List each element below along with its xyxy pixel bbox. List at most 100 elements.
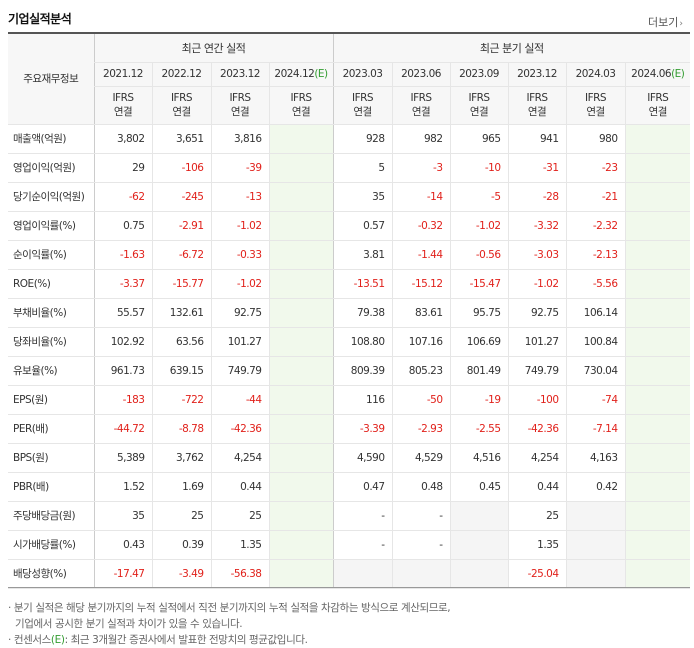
accounting-standard: IFRS 연결 <box>210 86 269 125</box>
value-cell: - <box>332 500 393 531</box>
value-cell: 5 <box>332 153 393 183</box>
value-cell: -183 <box>93 384 152 415</box>
table-row: 주당배당금(원) 35 25 25- -25 <box>8 500 691 531</box>
value-cell <box>624 530 691 560</box>
value-cell: 4,163 <box>565 443 626 473</box>
value-cell <box>268 240 334 270</box>
accounting-standard: IFRS 연결 <box>624 86 691 125</box>
value-cell: 132.61 <box>151 297 211 328</box>
table-row: 시가배당률(%) 0.43 0.39 1.35- -1.35 <box>8 530 691 560</box>
value-cell: -0.32 <box>391 210 451 241</box>
value-cell <box>268 530 334 560</box>
value-cell: -14 <box>391 182 451 212</box>
value-cell: -2.13 <box>565 240 626 270</box>
table-top-border <box>8 32 690 34</box>
period-header: 2023.12 <box>210 62 269 87</box>
table-row: 매출액(억원) 3,802 3,651 3,816 928 982 965 941 980 <box>8 123 691 154</box>
value-cell: -23 <box>565 153 626 183</box>
financial-summary-table: 주요재무정보 최근 연간 실적 최근 분기 실적 2021.12 2022.12 2… <box>8 34 691 589</box>
value-cell <box>565 530 626 560</box>
value-cell <box>624 210 691 241</box>
value-cell: -2.91 <box>151 210 211 241</box>
period-header: 2022.12 <box>151 62 211 87</box>
row-label: 매출액(억원) <box>8 123 95 154</box>
period-header: 2023.09 <box>449 62 509 87</box>
row-header-label: 주요재무정보 <box>8 34 94 125</box>
value-cell <box>565 500 626 531</box>
row-label: PBR(배) <box>8 472 95 502</box>
value-cell: -5.56 <box>565 269 626 299</box>
table-row: BPS(원) 5,389 3,762 4,254 4,590 4,529 4,516 4,25… <box>8 443 691 473</box>
value-cell: 805.23 <box>391 356 451 386</box>
value-cell: - <box>332 530 393 560</box>
value-cell: -31 <box>507 153 567 183</box>
value-cell: 749.79 <box>210 356 269 386</box>
value-cell <box>624 559 691 589</box>
value-cell <box>268 414 334 444</box>
value-cell: 0.44 <box>210 472 269 502</box>
value-cell <box>624 384 691 415</box>
value-cell: -6.72 <box>151 240 211 270</box>
value-cell: - <box>391 530 451 560</box>
row-label: BPS(원) <box>8 443 95 473</box>
more-label[interactable]: 더보기 <box>648 16 679 29</box>
value-cell <box>268 269 334 299</box>
value-cell: 63.56 <box>151 327 211 357</box>
value-cell: -19 <box>449 384 509 415</box>
value-cell: -106 <box>151 153 211 183</box>
value-cell: 106.14 <box>565 297 626 328</box>
value-cell: -0.33 <box>210 240 269 270</box>
value-cell: -62 <box>93 182 152 212</box>
row-label: 영업이익률(%) <box>8 210 95 241</box>
row-label: 당좌비율(%) <box>8 327 95 357</box>
value-cell: 980 <box>565 123 626 154</box>
period-header: 2021.12 <box>93 62 152 87</box>
value-cell: 35 <box>332 182 393 212</box>
value-cell: 809.39 <box>332 356 393 386</box>
value-cell: -722 <box>151 384 211 415</box>
value-cell: 928 <box>332 123 393 154</box>
value-cell: 941 <box>507 123 567 154</box>
value-cell <box>268 384 334 415</box>
value-cell: 116 <box>332 384 393 415</box>
more-link[interactable]: 더보기› <box>648 14 683 30</box>
row-label: EPS(원) <box>8 384 95 415</box>
value-cell: -3.39 <box>332 414 393 444</box>
value-cell: -25.04 <box>507 559 567 589</box>
table-row: 순이익률(%) -1.63 -6.72 -0.33 3.81 -1.44 -0.56 -3.0… <box>8 240 691 270</box>
value-cell: 95.75 <box>449 297 509 328</box>
value-cell: -17.47 <box>93 559 152 589</box>
value-cell <box>268 297 334 328</box>
value-cell <box>268 210 334 241</box>
row-label: 영업이익(억원) <box>8 153 95 183</box>
value-cell <box>268 327 334 357</box>
value-cell: 4,529 <box>391 443 451 473</box>
period-header: 2023.03 <box>332 62 393 87</box>
accounting-standard: IFRS 연결 <box>507 86 567 125</box>
value-cell: -8.78 <box>151 414 211 444</box>
footnote-consensus: · 컨센서스(E): 최근 3개월간 증권사에서 발표한 전망치의 평균값입니다… <box>8 634 308 646</box>
value-cell: 108.80 <box>332 327 393 357</box>
value-cell: 4,254 <box>210 443 269 473</box>
value-cell: -1.02 <box>449 210 509 241</box>
value-cell: 1.35 <box>210 530 269 560</box>
row-label: 배당성향(%) <box>8 559 95 589</box>
table-row: 부채비율(%) 55.57 132.61 92.75 79.38 83.61 95.75 92… <box>8 297 691 328</box>
value-cell: -0.56 <box>449 240 509 270</box>
accounting-standard: IFRS 연결 <box>449 86 509 125</box>
value-cell: 0.57 <box>332 210 393 241</box>
value-cell: 79.38 <box>332 297 393 328</box>
value-cell: 639.15 <box>151 356 211 386</box>
value-cell: 0.39 <box>151 530 211 560</box>
value-cell: -15.47 <box>449 269 509 299</box>
value-cell: 730.04 <box>565 356 626 386</box>
value-cell <box>268 443 334 473</box>
value-cell: 101.27 <box>507 327 567 357</box>
period-header: 2023.06 <box>391 62 451 87</box>
row-label: PER(배) <box>8 414 95 444</box>
value-cell <box>624 443 691 473</box>
value-cell: -13 <box>210 182 269 212</box>
accounting-standard: IFRS 연결 <box>391 86 451 125</box>
value-cell: -42.36 <box>507 414 567 444</box>
value-cell <box>268 559 334 589</box>
